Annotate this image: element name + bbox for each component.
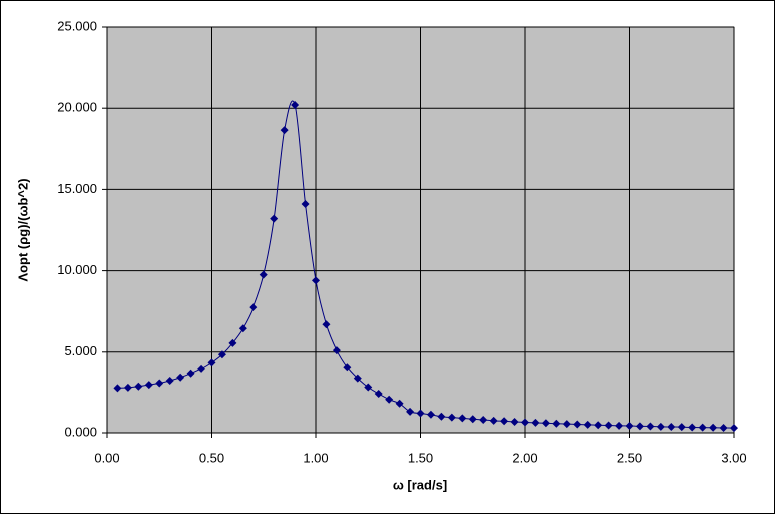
y-tick-label: 0.000 bbox=[64, 424, 97, 439]
data-point bbox=[134, 382, 143, 391]
data-point bbox=[730, 424, 738, 433]
data-point bbox=[458, 414, 467, 423]
data-point bbox=[322, 320, 331, 329]
data-point bbox=[552, 419, 561, 428]
data-point bbox=[510, 417, 519, 426]
data-point bbox=[437, 412, 446, 421]
data-point bbox=[604, 421, 613, 430]
data-point bbox=[270, 214, 279, 223]
data-point bbox=[374, 390, 383, 399]
data-point bbox=[176, 373, 185, 382]
data-point bbox=[426, 410, 435, 419]
data-point bbox=[521, 418, 529, 427]
data-point bbox=[406, 407, 415, 416]
data-point bbox=[301, 200, 310, 209]
data-point bbox=[594, 421, 603, 430]
data-point bbox=[259, 270, 268, 279]
data-point bbox=[646, 422, 655, 431]
data-point bbox=[312, 276, 320, 285]
data-point bbox=[332, 346, 341, 355]
data-point bbox=[541, 419, 550, 428]
data-point bbox=[249, 303, 258, 312]
y-axis-title: Λopt (ρg)/(ωb^2) bbox=[15, 178, 30, 281]
data-point bbox=[238, 324, 247, 333]
data-point bbox=[207, 358, 216, 367]
data-point bbox=[688, 423, 697, 432]
data-point bbox=[500, 417, 509, 426]
data-point bbox=[416, 409, 425, 418]
data-point bbox=[144, 381, 153, 390]
x-tick-label: 3.00 bbox=[721, 450, 746, 465]
data-point bbox=[635, 422, 644, 431]
data-point bbox=[123, 383, 132, 392]
data-point bbox=[280, 126, 289, 135]
data-point bbox=[625, 422, 634, 431]
data-point bbox=[155, 379, 164, 388]
data-point bbox=[615, 421, 624, 430]
y-tick-label: 10.000 bbox=[57, 262, 97, 277]
x-tick-label: 1.00 bbox=[303, 450, 328, 465]
data-point bbox=[709, 423, 718, 432]
data-point bbox=[343, 363, 352, 372]
x-tick-label: 2.00 bbox=[512, 450, 537, 465]
y-tick-label: 5.000 bbox=[64, 343, 97, 358]
data-point bbox=[165, 377, 174, 386]
data-point bbox=[291, 100, 300, 109]
data-point bbox=[719, 423, 728, 432]
data-point bbox=[353, 374, 362, 383]
x-tick-label: 1.50 bbox=[408, 450, 433, 465]
data-point bbox=[217, 350, 226, 359]
data-point bbox=[677, 423, 686, 432]
data-point bbox=[197, 364, 206, 373]
data-point bbox=[562, 420, 571, 429]
data-point bbox=[573, 420, 582, 429]
data-point bbox=[656, 422, 665, 431]
data-point bbox=[531, 418, 540, 427]
data-point bbox=[395, 399, 404, 408]
x-axis-title: ω [rad/s] bbox=[393, 477, 447, 492]
data-point bbox=[667, 422, 676, 431]
data-point bbox=[385, 395, 394, 404]
data-point bbox=[364, 383, 373, 392]
data-point bbox=[186, 369, 195, 378]
data-point bbox=[698, 423, 707, 432]
x-tick-label: 2.50 bbox=[617, 450, 642, 465]
data-point bbox=[468, 415, 477, 424]
y-tick-label: 15.000 bbox=[57, 181, 97, 196]
data-point bbox=[228, 338, 237, 347]
data-point bbox=[447, 413, 456, 422]
x-tick-label: 0.50 bbox=[199, 450, 224, 465]
x-tick-label: 0.00 bbox=[94, 450, 119, 465]
y-tick-label: 25.000 bbox=[57, 18, 97, 33]
data-point bbox=[479, 416, 488, 425]
data-point bbox=[489, 416, 498, 425]
y-tick-label: 20.000 bbox=[57, 100, 97, 115]
data-point bbox=[113, 384, 122, 393]
data-point bbox=[583, 420, 592, 429]
